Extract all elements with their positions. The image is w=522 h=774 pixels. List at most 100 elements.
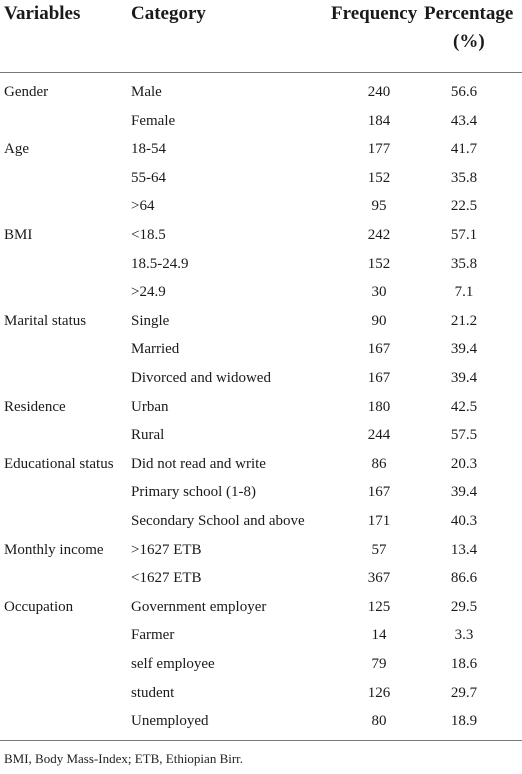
table-header: Variables Category Frequency Percentage … xyxy=(0,0,522,73)
cell-frequency: 240 xyxy=(367,84,391,100)
cell-category: Urban xyxy=(131,398,169,415)
table-row: Residence Urban 180 42.5 xyxy=(0,393,522,422)
table-row: Monthly income >1627 ETB 57 13.4 xyxy=(0,536,522,565)
cell-frequency: 86 xyxy=(371,455,387,472)
cell-frequency: 171 xyxy=(367,513,391,529)
cell-variable: Age xyxy=(4,141,29,158)
cell-percentage: 57.1 xyxy=(450,227,478,243)
cell-category: Male xyxy=(131,84,162,100)
table-row: Secondary School and above 171 40.3 xyxy=(0,507,522,536)
cell-category: Secondary School and above xyxy=(131,513,305,529)
cell-variable: Educational status xyxy=(4,455,114,472)
cell-category: Single xyxy=(131,312,170,329)
cell-frequency: 80 xyxy=(371,713,387,730)
cell-percentage: 7.1 xyxy=(454,284,474,301)
table-row: Divorced and widowed 167 39.4 xyxy=(0,364,522,393)
header-category: Category xyxy=(131,3,206,24)
table-row: self employee 79 18.6 xyxy=(0,650,522,679)
table-row: Age 18-54 177 41.7 xyxy=(0,135,522,164)
cell-variable: Marital status xyxy=(4,312,87,329)
table-row: >64 95 22.5 xyxy=(0,192,522,221)
cell-variable: Monthly income xyxy=(4,541,104,558)
cell-category: self employee xyxy=(131,656,215,672)
cell-variable: Residence xyxy=(4,398,66,415)
cell-frequency: 152 xyxy=(367,169,391,186)
table-row: <1627 ETB 367 86.6 xyxy=(0,564,522,593)
cell-category: Did not read and write xyxy=(131,455,266,472)
table-row: Farmer 14 3.3 xyxy=(0,621,522,650)
cell-percentage: 39.4 xyxy=(450,341,478,358)
cell-percentage: 39.4 xyxy=(450,484,478,501)
cell-frequency: 167 xyxy=(367,370,391,386)
cell-percentage: 86.6 xyxy=(450,570,478,587)
cell-category: 18-54 xyxy=(131,141,166,158)
table-row: Female 184 43.4 xyxy=(0,107,522,136)
table-row: Unemployed 80 18.9 xyxy=(0,707,522,736)
cell-percentage: 56.6 xyxy=(450,84,478,100)
table-row: Primary school (1-8) 167 39.4 xyxy=(0,478,522,507)
cell-percentage: 42.5 xyxy=(450,398,478,415)
cell-percentage: 41.7 xyxy=(450,141,478,158)
table-row: 18.5-24.9 152 35.8 xyxy=(0,250,522,279)
cell-category: student xyxy=(131,684,175,701)
cell-variable: Gender xyxy=(4,84,49,100)
cell-percentage: 29.5 xyxy=(450,598,478,615)
cell-percentage: 22.5 xyxy=(450,198,478,215)
cell-percentage: 20.3 xyxy=(450,455,478,472)
cell-percentage: 35.8 xyxy=(450,255,478,272)
cell-frequency: 30 xyxy=(371,284,387,301)
cell-frequency: 167 xyxy=(367,484,391,501)
cell-category: Married xyxy=(131,341,180,358)
cell-frequency: 14 xyxy=(371,627,387,644)
cell-percentage: 18.9 xyxy=(450,713,478,730)
cell-variable: BMI xyxy=(4,227,33,243)
cell-frequency: 79 xyxy=(371,656,387,672)
cell-frequency: 125 xyxy=(367,598,391,615)
cell-frequency: 244 xyxy=(367,427,391,444)
cell-category: Unemployed xyxy=(131,713,209,730)
cell-frequency: 95 xyxy=(371,198,387,215)
cell-frequency: 126 xyxy=(367,684,391,701)
table-footnote: BMI, Body Mass-Index; ETB, Ethiopian Bir… xyxy=(4,751,244,766)
table-row: >24.9 30 7.1 xyxy=(0,278,522,307)
cell-percentage: 21.2 xyxy=(450,312,478,329)
cell-frequency: 180 xyxy=(367,398,391,415)
table-row: Marital status Single 90 21.2 xyxy=(0,307,522,336)
cell-percentage: 3.3 xyxy=(454,627,474,644)
table-row: 55-64 152 35.8 xyxy=(0,164,522,193)
cell-category: 18.5-24.9 xyxy=(131,255,189,272)
header-rule xyxy=(0,72,522,73)
table-row: Rural 244 57.5 xyxy=(0,421,522,450)
table-row: student 126 29.7 xyxy=(0,679,522,708)
cell-frequency: 152 xyxy=(367,255,391,272)
header-frequency: Frequency xyxy=(331,3,418,24)
cell-frequency: 167 xyxy=(367,341,391,358)
header-percentage: Percentage xyxy=(424,3,514,24)
cell-category: Primary school (1-8) xyxy=(131,484,256,501)
cell-frequency: 367 xyxy=(367,570,391,587)
cell-percentage: 18.6 xyxy=(450,656,478,672)
cell-category: >24.9 xyxy=(131,284,166,301)
cell-frequency: 177 xyxy=(367,141,391,158)
table-row: Occupation Government employer 125 29.5 xyxy=(0,593,522,622)
table-row: Married 167 39.4 xyxy=(0,335,522,364)
cell-category: Divorced and widowed xyxy=(131,370,271,386)
cell-category: >64 xyxy=(131,198,155,215)
header-percentage-unit: (%) xyxy=(453,31,485,52)
cell-frequency: 57 xyxy=(371,541,387,558)
cell-percentage: 13.4 xyxy=(450,541,478,558)
cell-percentage: 57.5 xyxy=(450,427,478,444)
table-row: BMI <18.5 242 57.1 xyxy=(0,221,522,250)
cell-percentage: 43.4 xyxy=(450,112,478,129)
cell-frequency: 90 xyxy=(371,312,387,329)
cell-category: >1627 ETB xyxy=(131,541,202,558)
cell-percentage: 39.4 xyxy=(450,370,478,386)
header-variables: Variables xyxy=(4,3,81,24)
cell-category: <18.5 xyxy=(131,227,166,243)
table-row: Educational status Did not read and write… xyxy=(0,450,522,479)
cell-category: Government employer xyxy=(131,598,267,615)
cell-frequency: 242 xyxy=(367,227,391,243)
table-row: Gender Male 240 56.6 xyxy=(0,78,522,107)
cell-percentage: 35.8 xyxy=(450,169,478,186)
cell-percentage: 29.7 xyxy=(450,684,478,701)
